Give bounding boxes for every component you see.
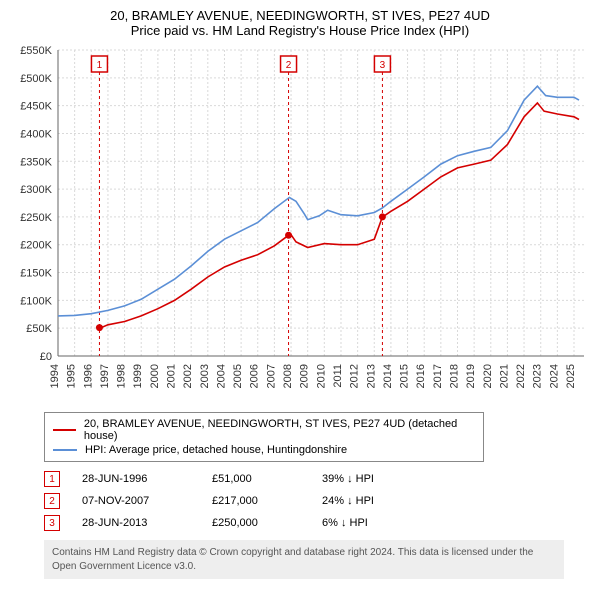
sales-hpi: 24% ↓ HPI	[322, 495, 422, 507]
sales-hpi: 39% ↓ HPI	[322, 473, 422, 485]
sale-marker-number: 2	[286, 60, 292, 71]
sales-date: 28-JUN-2013	[82, 517, 212, 529]
x-tick-label: 2009	[299, 364, 311, 388]
sales-row: 2 07-NOV-2007£217,00024% ↓ HPI	[44, 490, 586, 512]
y-tick-label: £550K	[20, 45, 52, 57]
sale-point	[285, 232, 292, 239]
x-tick-label: 2025	[565, 364, 577, 388]
title-subtitle: Price paid vs. HM Land Registry's House …	[10, 23, 590, 38]
title-address: 20, BRAMLEY AVENUE, NEEDINGWORTH, ST IVE…	[10, 8, 590, 23]
sales-price: £217,000	[212, 495, 322, 507]
x-tick-label: 2018	[448, 364, 460, 388]
x-tick-label: 2004	[215, 364, 227, 388]
x-tick-label: 1996	[82, 364, 94, 388]
x-tick-label: 2000	[149, 364, 161, 388]
chart-container: 20, BRAMLEY AVENUE, NEEDINGWORTH, ST IVE…	[0, 0, 600, 587]
x-tick-label: 2010	[315, 364, 327, 388]
sales-marker: 3	[44, 515, 60, 531]
x-tick-label: 2006	[249, 364, 261, 388]
legend: 20, BRAMLEY AVENUE, NEEDINGWORTH, ST IVE…	[44, 412, 484, 462]
x-tick-label: 2015	[399, 364, 411, 388]
x-tick-label: 2024	[548, 364, 560, 388]
y-tick-label: £450K	[20, 101, 52, 113]
x-tick-label: 2002	[182, 364, 194, 388]
y-tick-label: £250K	[20, 212, 52, 224]
series-hpi	[58, 86, 579, 316]
chart-svg: £0 £50K £100K £150K £200K £250K £300K £350K £400…	[10, 44, 590, 404]
x-tick-label: 2012	[349, 364, 361, 388]
x-tick-label: 2019	[465, 364, 477, 388]
sales-price: £250,000	[212, 517, 322, 529]
x-tick-label: 2005	[232, 364, 244, 388]
sales-price: £51,000	[212, 473, 322, 485]
y-tick-label: £200K	[20, 240, 52, 252]
x-tick-label: 2007	[265, 364, 277, 388]
x-tick-label: 2023	[532, 364, 544, 388]
legend-label: HPI: Average price, detached house, Hunt…	[85, 444, 347, 456]
x-tick-label: 2001	[166, 364, 178, 388]
sales-table: 1 28-JUN-1996£51,00039% ↓ HPI 2 07-NOV-2007…	[44, 468, 586, 534]
x-tick-label: 2008	[282, 364, 294, 388]
legend-swatch	[53, 449, 77, 451]
x-tick-label: 2003	[199, 364, 211, 388]
x-tick-label: 2020	[482, 364, 494, 388]
legend-row: HPI: Average price, detached house, Hunt…	[53, 443, 475, 457]
title-block: 20, BRAMLEY AVENUE, NEEDINGWORTH, ST IVE…	[10, 8, 590, 38]
chart: £0 £50K £100K £150K £200K £250K £300K £350K £400…	[10, 44, 590, 404]
x-tick-label: 1995	[66, 364, 78, 388]
y-tick-label: £500K	[20, 73, 52, 85]
sale-point	[379, 213, 386, 220]
sales-row: 3 28-JUN-2013£250,0006% ↓ HPI	[44, 512, 586, 534]
x-tick-label: 1998	[116, 364, 128, 388]
sales-row: 1 28-JUN-1996£51,00039% ↓ HPI	[44, 468, 586, 490]
attribution: Contains HM Land Registry data © Crown c…	[44, 540, 564, 579]
y-tick-label: £300K	[20, 184, 52, 196]
y-tick-label: £150K	[20, 268, 52, 280]
x-tick-label: 2021	[498, 364, 510, 388]
sales-marker: 2	[44, 493, 60, 509]
legend-swatch	[53, 429, 76, 431]
y-tick-label: £0	[40, 351, 52, 363]
y-tick-label: £50K	[26, 323, 52, 335]
sale-marker-number: 3	[380, 60, 386, 71]
sales-hpi: 6% ↓ HPI	[322, 517, 422, 529]
sales-date: 28-JUN-1996	[82, 473, 212, 485]
x-tick-label: 2016	[415, 364, 427, 388]
x-tick-label: 1999	[132, 364, 144, 388]
sales-date: 07-NOV-2007	[82, 495, 212, 507]
sale-point	[96, 324, 103, 331]
x-tick-label: 2022	[515, 364, 527, 388]
sales-marker: 1	[44, 471, 60, 487]
sale-marker-number: 1	[97, 60, 103, 71]
y-tick-label: £100K	[20, 295, 52, 307]
x-tick-label: 2017	[432, 364, 444, 388]
legend-row: 20, BRAMLEY AVENUE, NEEDINGWORTH, ST IVE…	[53, 417, 475, 443]
legend-label: 20, BRAMLEY AVENUE, NEEDINGWORTH, ST IVE…	[84, 418, 475, 442]
y-tick-label: £400K	[20, 128, 52, 140]
y-tick-label: £350K	[20, 156, 52, 168]
x-tick-label: 2011	[332, 364, 344, 388]
x-tick-label: 2014	[382, 364, 394, 388]
x-tick-label: 1997	[99, 364, 111, 388]
x-tick-label: 1994	[49, 364, 61, 388]
x-tick-label: 2013	[365, 364, 377, 388]
